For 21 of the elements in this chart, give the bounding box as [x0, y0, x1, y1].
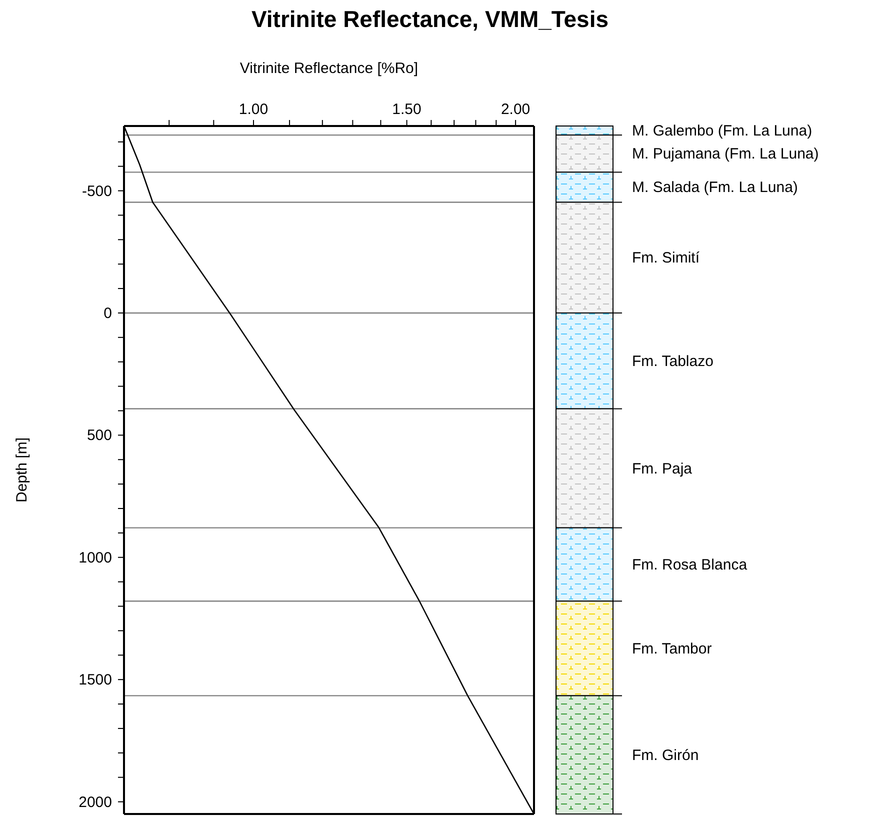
text: Fm. Girón: [632, 746, 699, 764]
y-tick-label: 500: [86, 427, 112, 444]
x-tick-label: 2.00: [500, 101, 530, 118]
y-tick-label: -500: [82, 182, 112, 200]
text: Fm. Tablazo: [632, 352, 714, 370]
y-tick-label: 1000: [78, 549, 112, 566]
y-tick-label: 0: [104, 304, 112, 322]
x-axis-title: Vitrinite Reflectance [%Ro]: [238, 60, 420, 77]
y-tick-label: 1500: [78, 672, 112, 689]
text: Fm. Paja: [632, 460, 693, 478]
x-tick-label: 1.00: [238, 101, 268, 118]
text: Fm. Simití: [632, 250, 700, 267]
y-axis-title: Depth [m]: [14, 437, 30, 503]
x-tick-label: 1.50: [392, 101, 422, 118]
y-tick-label: 2000: [78, 794, 112, 811]
text: M. Pujamana (Fm. La Luna): [632, 146, 819, 163]
text: Fm. Tambor: [632, 640, 712, 658]
text: Fm. Rosa Blanca: [632, 556, 748, 574]
text: M. Galembo (Fm. La Luna): [632, 122, 812, 140]
chart-title: Vitrinite Reflectance, VMM_Tesis: [250, 6, 610, 33]
text: M. Salada (Fm. La Luna): [632, 179, 798, 196]
